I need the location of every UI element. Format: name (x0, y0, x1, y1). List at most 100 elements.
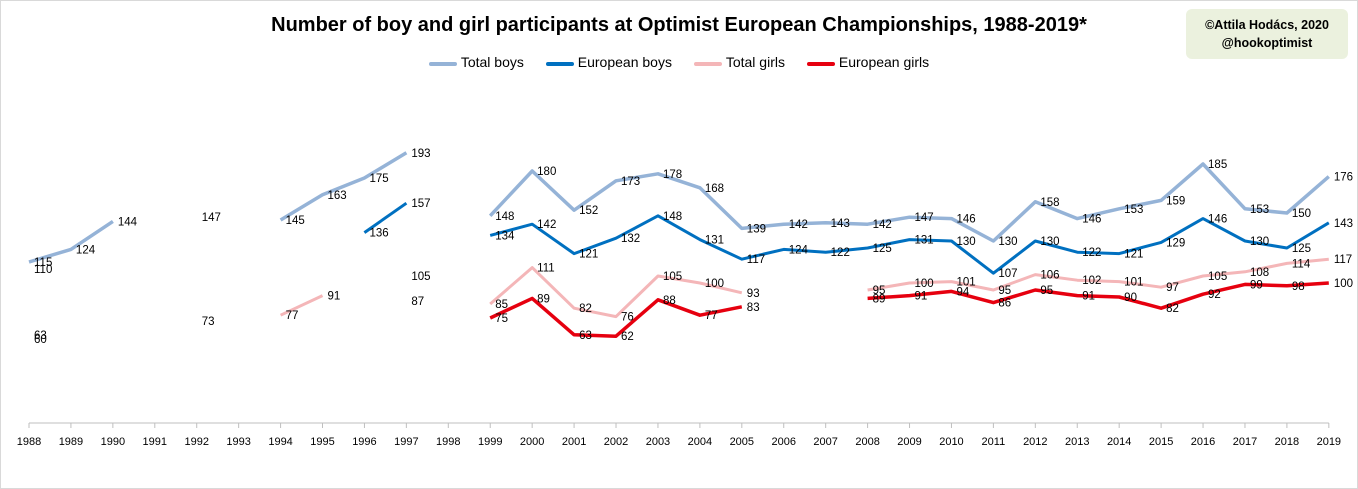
x-tick-label: 2005 (730, 436, 754, 448)
legend-label-total-boys: Total boys (460, 54, 524, 71)
x-tick-label: 1990 (101, 436, 125, 448)
x-tick-label: 2014 (1107, 436, 1131, 448)
data-label-total-boys: 146 (1082, 214, 1101, 226)
credit-box: ©Attila Hodács, 2020 @hookoptimist (1186, 9, 1348, 59)
data-label-european-boys: 125 (1292, 243, 1311, 255)
data-label-european-boys: 146 (1208, 214, 1227, 226)
data-label-european-boys: 121 (579, 249, 598, 261)
data-label-european-boys: 124 (789, 244, 809, 256)
data-label-total-boys: 153 (1250, 204, 1269, 216)
data-label-european-girls: 95 (1040, 285, 1053, 297)
data-label-total-boys: 124 (76, 244, 96, 256)
data-label-total-boys: 173 (621, 176, 640, 188)
x-tick-label: 2006 (771, 436, 795, 448)
data-label-total-boys: 158 (1040, 197, 1059, 209)
series-line-total-girls (279, 294, 324, 317)
series-line-european-girls (867, 281, 1329, 310)
data-label-total-girls: 111 (537, 263, 554, 275)
data-label-total-boys: 147 (915, 212, 934, 224)
data-label-total-boys: 159 (1166, 195, 1185, 207)
data-label-european-boys: 129 (1166, 237, 1185, 249)
data-label-extra: 63 (34, 330, 47, 342)
data-label-total-girls: 114 (1292, 258, 1311, 270)
credit-author: ©Attila Hodács, 2020 (1205, 18, 1329, 32)
x-tick-label: 2015 (1149, 436, 1173, 448)
legend-swatch-european-boys (545, 61, 574, 66)
data-label-european-girls: 89 (873, 293, 886, 305)
chart-title: Number of boy and girl participants at O… (271, 14, 1087, 36)
series-line-total-girls (867, 257, 1329, 292)
data-label-european-boys: 148 (663, 211, 682, 223)
series-line-total-boys (28, 219, 114, 264)
series-line-european-girls (489, 296, 743, 338)
x-tick-label: 2016 (1191, 436, 1215, 448)
data-label-extra: 87 (411, 296, 424, 308)
data-label-total-girls: 76 (621, 312, 634, 324)
legend-label-total-girls: Total girls (725, 54, 785, 71)
legend-item-european-boys: European boys (545, 54, 672, 71)
data-label-european-boys: 131 (915, 235, 934, 247)
x-tick-label: 1996 (352, 436, 376, 448)
data-label-total-girls: 82 (579, 303, 592, 315)
data-label-total-boys: 175 (369, 173, 388, 185)
data-label-total-boys: 178 (663, 169, 682, 181)
x-tick-label: 2011 (982, 436, 1006, 448)
data-label-total-girls: 95 (873, 285, 886, 297)
data-label-european-girls: 82 (1166, 303, 1179, 315)
legend-swatch-european-girls (806, 61, 835, 66)
data-label-total-boys: 139 (747, 223, 766, 235)
data-label-total-boys: 168 (705, 183, 724, 195)
data-label-total-boys: 148 (495, 211, 514, 223)
data-label-total-boys: 115 (34, 257, 52, 269)
data-label-total-boys: 145 (286, 215, 305, 227)
x-tick-label: 1997 (394, 436, 418, 448)
data-label-total-boys: 176 (1334, 172, 1353, 184)
data-label-total-girls: 101 (956, 277, 975, 289)
data-label-european-girls: 91 (915, 291, 928, 303)
data-label-european-boys: 121 (1124, 249, 1143, 261)
data-label-total-girls: 101 (1124, 277, 1143, 289)
data-label-european-girls: 91 (1082, 291, 1095, 303)
x-tick-label: 1988 (17, 436, 41, 448)
data-label-total-boys: 152 (579, 205, 598, 217)
x-tick-label: 2010 (939, 436, 963, 448)
x-tick-label: 2002 (604, 436, 628, 448)
data-label-total-girls: 93 (747, 288, 760, 300)
data-label-european-boys: 130 (1040, 236, 1059, 248)
data-label-total-boys: 146 (956, 214, 975, 226)
x-tick-label: 2013 (1065, 436, 1089, 448)
legend-label-european-boys: European boys (577, 54, 672, 71)
data-label-european-girls: 62 (621, 331, 634, 343)
data-label-total-boys: 144 (118, 216, 138, 228)
data-label-european-boys: 143 (1334, 218, 1353, 230)
x-tick-label: 2007 (813, 436, 837, 448)
data-label-total-girls: 108 (1250, 267, 1269, 279)
legend-swatch-total-girls (693, 61, 722, 66)
x-tick-label: 1991 (143, 436, 167, 448)
x-tick-label: 1993 (226, 436, 250, 448)
data-label-total-girls: 117 (1334, 254, 1352, 266)
data-label-european-boys: 122 (831, 247, 850, 259)
data-label-european-boys: 142 (537, 219, 556, 231)
data-label-european-girls: 88 (663, 295, 676, 307)
data-label-total-boys: 142 (873, 219, 892, 231)
series-line-total-boys (488, 162, 1330, 243)
data-label-total-boys: 193 (411, 148, 430, 160)
x-tick-label: 2003 (646, 436, 670, 448)
data-label-european-boys: 117 (747, 254, 765, 266)
series-line-total-boys (279, 151, 408, 222)
data-label-european-boys: 131 (705, 235, 724, 247)
series-line-european-boys (363, 201, 408, 234)
data-label-total-boys: 180 (537, 166, 556, 178)
x-tick-label: 2001 (562, 436, 586, 448)
x-tick-label: 1989 (59, 436, 83, 448)
credit-handle: @hookoptimist (1221, 36, 1313, 50)
x-tick-label: 2000 (520, 436, 544, 448)
x-tick-label: 1992 (184, 436, 208, 448)
legend-item-total-boys: Total boys (428, 54, 524, 71)
data-label-total-boys: 143 (831, 218, 850, 230)
data-label-european-boys: 157 (411, 198, 430, 210)
x-tick-label: 2012 (1023, 436, 1047, 448)
data-label-total-girls: 105 (663, 271, 682, 283)
